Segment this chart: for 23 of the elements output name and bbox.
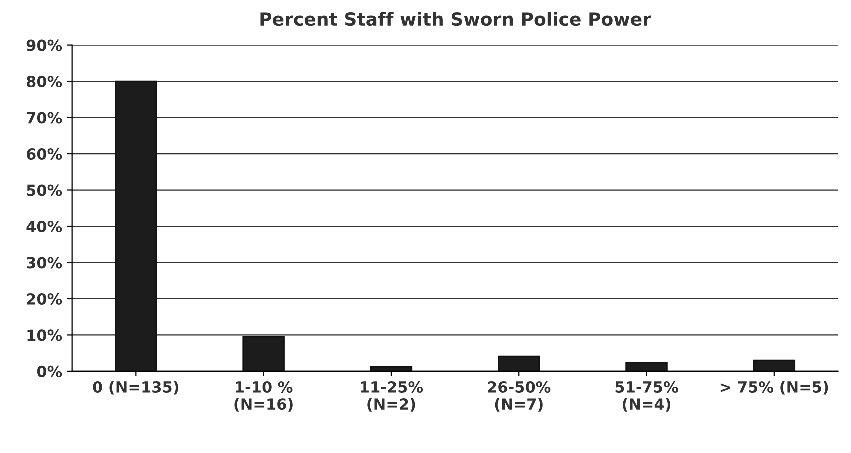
y-tick-label: 30% xyxy=(27,257,62,269)
bar xyxy=(115,80,158,372)
bar xyxy=(626,362,668,372)
y-tick-label: 10% xyxy=(28,330,62,342)
bar xyxy=(370,366,413,372)
x-tick-label: 26-50% (N=7) xyxy=(488,381,551,412)
x-tick-label: 11-25% (N=2) xyxy=(361,381,424,412)
y-tick-label: 60% xyxy=(26,148,62,160)
bar xyxy=(242,336,285,372)
x-tick-label: > 75% (N=5) xyxy=(720,381,828,395)
bar xyxy=(498,356,540,372)
chart-title: Percent Staff with Sworn Police Power xyxy=(260,12,652,26)
y-tick-label: 20% xyxy=(27,293,62,305)
y-tick-label: 80% xyxy=(26,76,62,88)
y-tick-label: 70% xyxy=(27,112,62,124)
y-tick-label: 90% xyxy=(26,40,62,52)
y-tick-label: 50% xyxy=(27,184,62,196)
x-tick-label: 51-75% (N=4) xyxy=(616,381,678,412)
x-tick-label: 1-10 % (N=16) xyxy=(234,381,293,412)
x-tick-label: 0 (N=135) xyxy=(93,381,179,395)
y-tick-label: 0% xyxy=(37,366,62,378)
y-tick-label: 40% xyxy=(26,220,62,233)
bar xyxy=(753,360,796,372)
